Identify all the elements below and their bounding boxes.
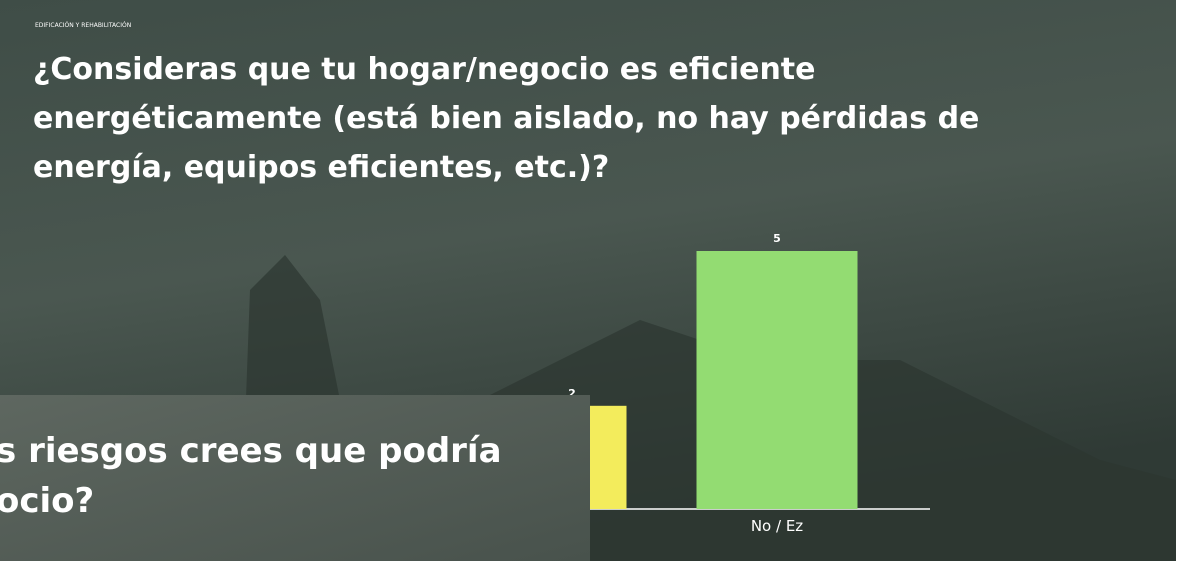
- value-label: 5: [773, 232, 781, 245]
- screen: EDIFICACIÓN Y REHABILITACIÓN ¿Consideras…: [0, 0, 1184, 561]
- edge: [1176, 0, 1184, 561]
- section-label: EDIFICACIÓN Y REHABILITACIÓN: [35, 22, 131, 29]
- title-line: energéticamente (está bien aislado, no h…: [33, 101, 979, 136]
- title-line: energía, equipos eficientes, etc.)?: [33, 150, 609, 185]
- category-label: No / Ez: [751, 517, 803, 535]
- overlay-title-line: ocio?: [0, 481, 94, 521]
- overlay-slide: s riesgos crees que podría ocio?: [0, 395, 590, 561]
- bar: [697, 251, 858, 509]
- overlay-title-line: s riesgos crees que podría: [0, 431, 502, 471]
- overlay-background: [0, 395, 590, 561]
- title-line: ¿Consideras que tu hogar/negocio es efic…: [33, 52, 816, 87]
